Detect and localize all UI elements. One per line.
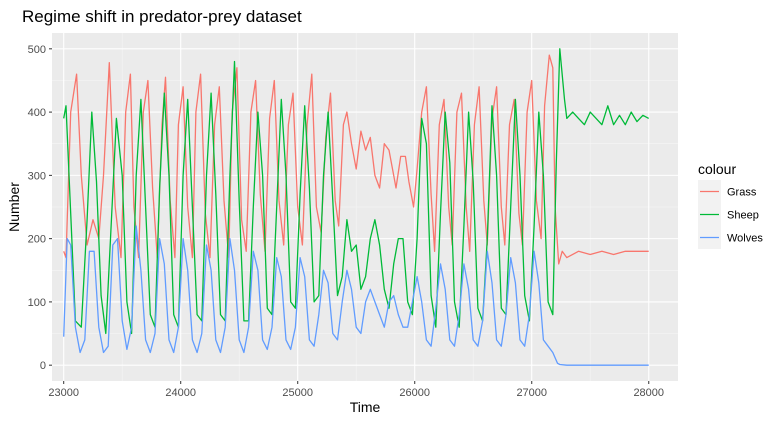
legend-title: colour xyxy=(698,161,736,177)
x-tick-label: 24000 xyxy=(165,387,196,399)
y-tick-label: 500 xyxy=(28,44,46,56)
x-axis-ticks: 23000 24000 25000 26000 27000 28000 xyxy=(48,381,664,399)
legend-label-sheep: Sheep xyxy=(727,210,759,222)
series-line-wolves xyxy=(63,225,649,366)
series-lines xyxy=(63,48,650,366)
x-tick-label: 23000 xyxy=(48,387,79,399)
x-tick-label: 26000 xyxy=(399,387,430,399)
legend: colour Grass Sheep Wolves xyxy=(698,161,763,249)
y-tick-label: 100 xyxy=(28,297,46,309)
legend-label-grass: Grass xyxy=(727,187,757,199)
y-tick-label: 400 xyxy=(28,107,46,119)
y-axis-title: Number xyxy=(6,182,22,232)
series-line-sheep xyxy=(63,48,650,335)
chart-title: Regime shift in predator-prey dataset xyxy=(22,7,302,26)
x-tick-label: 25000 xyxy=(282,387,313,399)
y-tick-label: 0 xyxy=(40,360,46,372)
x-tick-label: 27000 xyxy=(516,387,547,399)
y-tick-label: 300 xyxy=(28,170,46,182)
legend-label-wolves: Wolves xyxy=(727,233,763,245)
x-tick-label: 28000 xyxy=(633,387,664,399)
y-axis-ticks: 0 100 200 300 400 500 xyxy=(28,44,52,372)
x-axis-title: Time xyxy=(350,399,381,415)
y-tick-label: 200 xyxy=(28,234,46,246)
